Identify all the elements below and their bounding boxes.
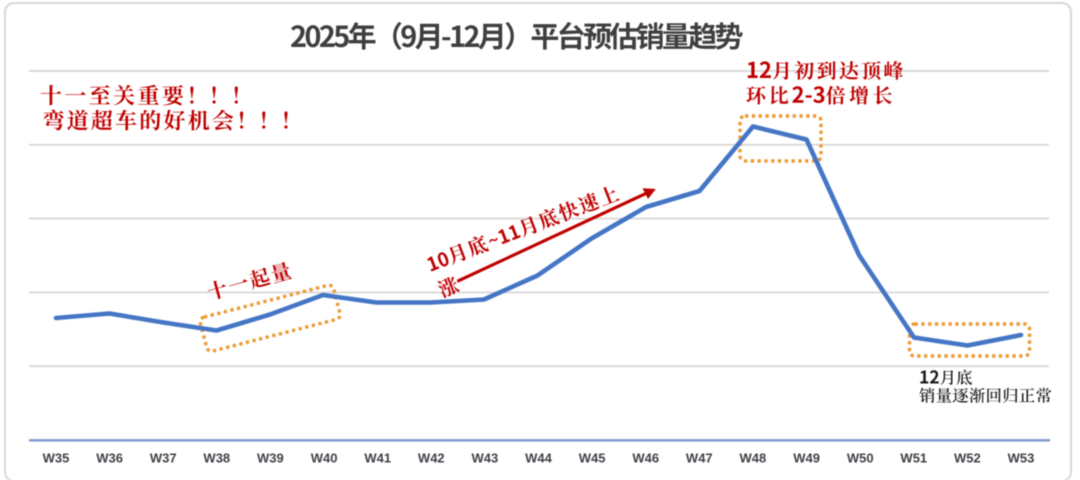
svg-text:W40: W40: [311, 450, 338, 465]
svg-text:W51: W51: [900, 450, 927, 465]
svg-text:W36: W36: [96, 450, 123, 465]
svg-text:W37: W37: [150, 450, 177, 465]
svg-text:W42: W42: [418, 450, 445, 465]
svg-text:W46: W46: [632, 450, 659, 465]
svg-text:W48: W48: [740, 450, 767, 465]
svg-text:W50: W50: [847, 450, 874, 465]
svg-text:W44: W44: [525, 450, 553, 465]
svg-text:W41: W41: [364, 450, 391, 465]
svg-text:W47: W47: [686, 450, 713, 465]
svg-text:W49: W49: [793, 450, 820, 465]
svg-text:W38: W38: [203, 450, 230, 465]
svg-text:W52: W52: [954, 450, 981, 465]
svg-text:W53: W53: [1008, 450, 1035, 465]
svg-text:W35: W35: [43, 450, 70, 465]
svg-text:W39: W39: [257, 450, 284, 465]
svg-text:W45: W45: [579, 450, 606, 465]
svg-text:W43: W43: [472, 450, 499, 465]
